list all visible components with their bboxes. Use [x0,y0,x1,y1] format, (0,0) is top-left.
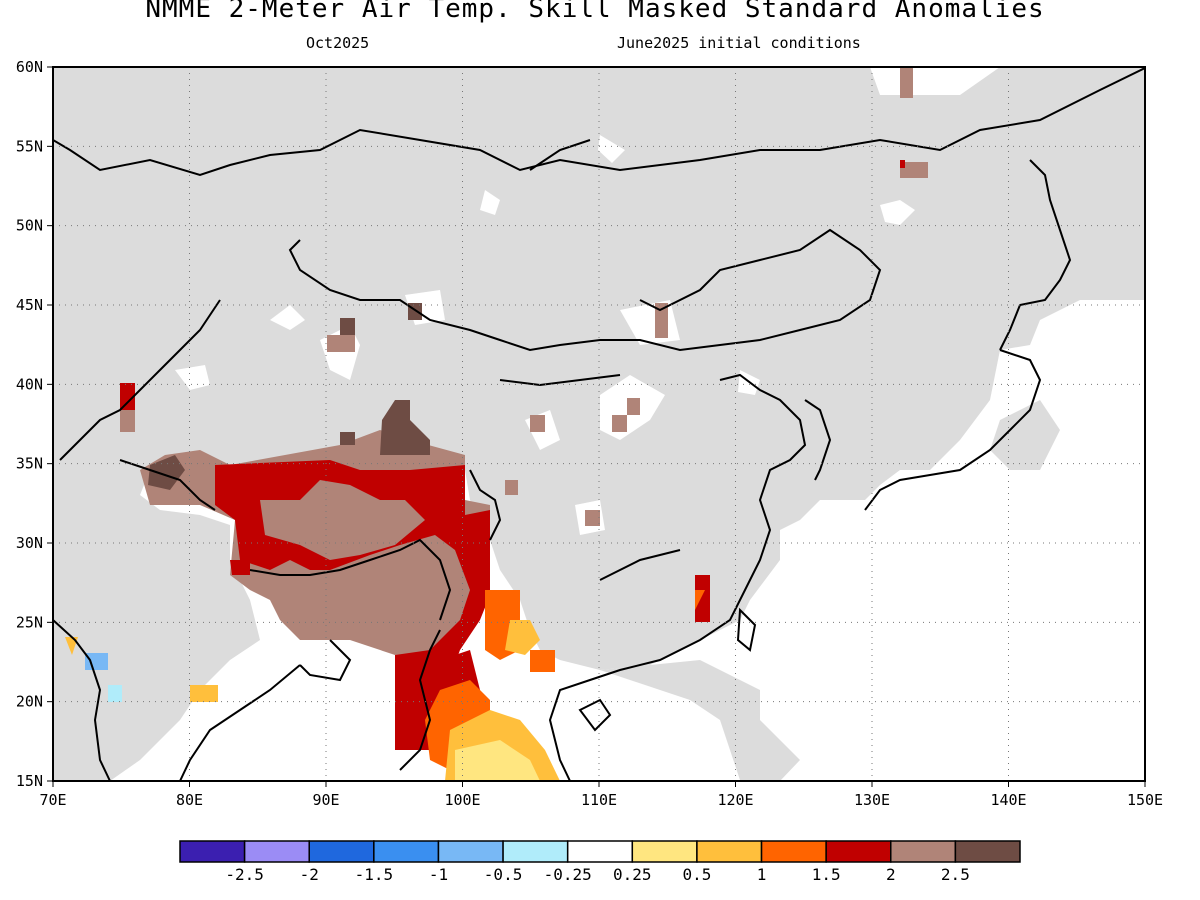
colorbar: -2.5 -2 -1.5 -1 -0.5 -0.25 0.25 0.5 1 1.5 2 2.5 [179,840,1021,884]
colorbar-swatch [954,840,1021,863]
colorbar-label: 1 [757,865,767,884]
initial-conditions: June2025 initial conditions [617,34,861,52]
colorbar-swatch [437,840,504,863]
axis-ticks: 70E 80E 90E 100E 110E 120E 130E 140E 150E 15N 20N 2… [16,58,1163,809]
lon-tick-label: 150E [1127,791,1163,809]
lon-tick-label: 110E [581,791,617,809]
map-plot-area [53,67,1145,781]
colorbar-swatch [243,840,310,863]
colorbar-swatch [308,840,375,863]
forecast-month: Oct2025 [306,34,370,52]
colorbar-swatch [566,840,634,863]
lat-tick-label: 30N [16,534,43,552]
colorbar-label: 0.5 [682,865,711,884]
graticule [53,67,1145,781]
colorbar-label: -1 [429,865,448,884]
colorbar-swatch [373,840,440,863]
lon-tick-label: 120E [717,791,753,809]
colorbar-label: 1.5 [812,865,841,884]
colorbar-swatch [825,840,892,863]
lat-tick-label: 40N [16,375,43,393]
colorbar-swatch [696,840,763,863]
lon-tick-label: 80E [176,791,203,809]
skill-mask-layer [53,67,1145,781]
lat-tick-label: 20N [16,693,43,711]
colorbar-swatch [631,840,698,863]
lon-tick-label: 90E [312,791,339,809]
colorbar-label: 2.5 [941,865,970,884]
lat-tick-label: 15N [16,772,43,790]
lat-tick-label: 60N [16,58,43,76]
lon-tick-label: 140E [990,791,1026,809]
colorbar-label: -2 [300,865,319,884]
colorbar-swatch [760,840,827,863]
coastlines [53,67,1145,781]
colorbar-label: -0.5 [484,865,523,884]
colorbar-swatch [502,840,569,863]
lat-tick-label: 55N [16,137,43,155]
lon-tick-label: 130E [854,791,890,809]
lon-tick-label: 70E [39,791,66,809]
colorbar-swatch [890,840,957,863]
lat-tick-label: 45N [16,296,43,314]
map-title: NMME 2-Meter Air Temp. Skill Masked Stan… [145,0,1045,24]
lat-tick-label: 50N [16,217,43,235]
lat-tick-label: 35N [16,455,43,473]
colorbar-label: 2 [886,865,896,884]
lon-tick-label: 100E [444,791,480,809]
colorbar-label: -2.5 [225,865,264,884]
colorbar-swatch [179,840,246,863]
colorbar-label: -0.25 [544,865,592,884]
colorbar-label: -1.5 [355,865,394,884]
lat-tick-label: 25N [16,613,43,631]
colorbar-label: 0.25 [613,865,652,884]
